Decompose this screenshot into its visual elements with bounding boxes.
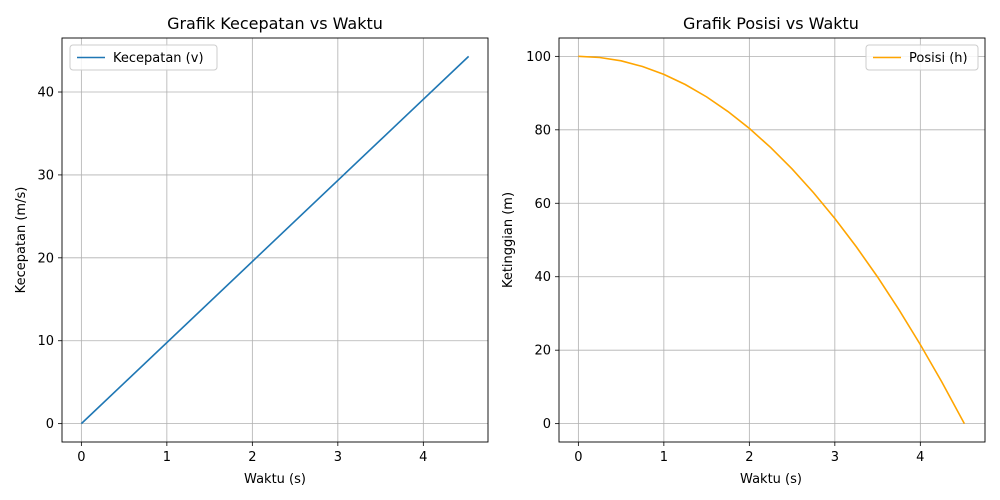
- legend: Posisi (h): [865, 44, 979, 71]
- y-tick-label: 80: [534, 123, 551, 138]
- axes-frame: [61, 37, 489, 443]
- x-tick-label: 4: [916, 450, 924, 465]
- legend-box: [69, 44, 218, 71]
- series-line: [80, 55, 470, 425]
- velocity-chart: Grafik Kecepatan vs Waktu Waktu (s) Kece…: [14, 14, 489, 487]
- y-tick-label: 20: [37, 251, 54, 266]
- legend-label: Kecepatan (v): [113, 51, 204, 66]
- chart-title: Grafik Posisi vs Waktu: [683, 14, 859, 33]
- position-chart: Grafik Posisi vs Waktu Waktu (s) Ketingg…: [501, 14, 986, 487]
- y-tick-label: 20: [534, 344, 551, 359]
- x-tick-label: 2: [745, 450, 753, 465]
- x-tick-label: 1: [660, 450, 668, 465]
- x-tick-label: 3: [334, 450, 342, 465]
- legend-label: Posisi (h): [909, 51, 968, 66]
- y-tick-label: 0: [46, 417, 54, 432]
- y-tick-label: 30: [37, 168, 54, 183]
- x-tick-label: 2: [248, 450, 256, 465]
- y-tick-label: 40: [534, 270, 551, 285]
- x-tick-label: 0: [574, 450, 582, 465]
- y-tick-label: 100: [526, 50, 551, 65]
- x-tick-label: 0: [77, 450, 85, 465]
- y-tick-label: 40: [37, 86, 54, 101]
- axes-frame: [558, 37, 986, 443]
- x-tick-label: 3: [831, 450, 839, 465]
- x-tick-label: 4: [419, 450, 427, 465]
- chart-title: Grafik Kecepatan vs Waktu: [167, 14, 383, 33]
- y-axis-label: Kecepatan (m/s): [14, 187, 29, 294]
- x-axis-label: Waktu (s): [244, 472, 306, 487]
- legend-box: [865, 44, 979, 71]
- series-line: [578, 55, 966, 425]
- y-tick-label: 0: [543, 417, 551, 432]
- legend: Kecepatan (v): [69, 44, 218, 71]
- x-tick-label: 1: [163, 450, 171, 465]
- y-tick-label: 60: [534, 197, 551, 212]
- y-axis-label: Ketinggian (m): [501, 192, 516, 288]
- y-tick-label: 10: [37, 334, 54, 349]
- x-axis-label: Waktu (s): [740, 472, 802, 487]
